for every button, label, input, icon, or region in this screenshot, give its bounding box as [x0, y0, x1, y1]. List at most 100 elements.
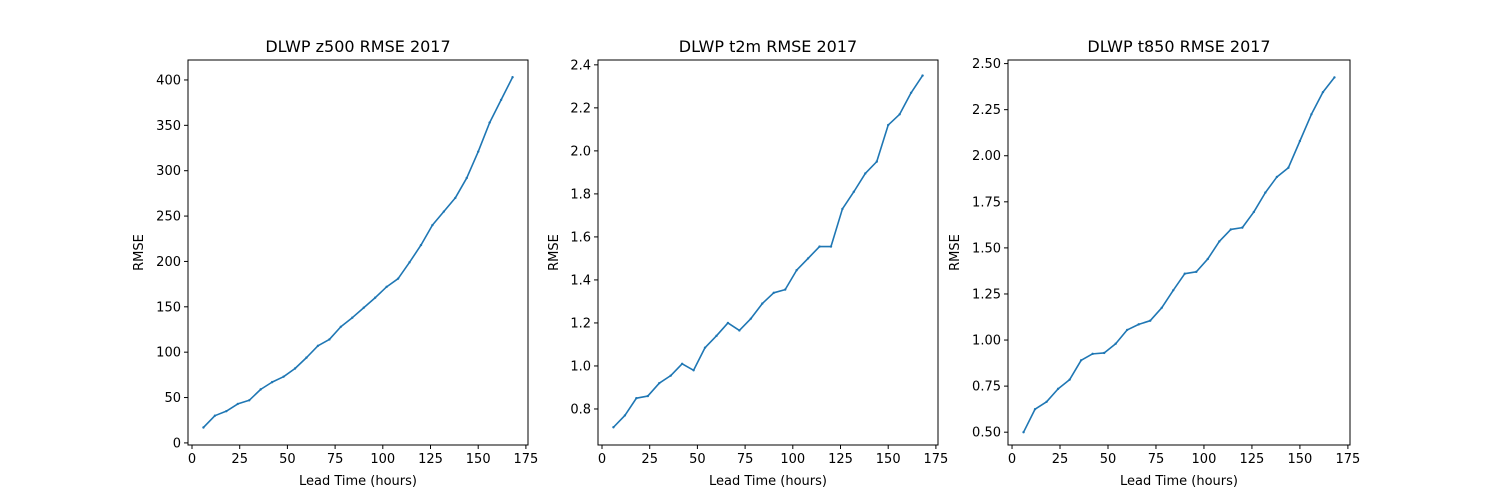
- data-point: [431, 223, 434, 227]
- series-line: [202, 76, 514, 429]
- plot-frame: [597, 59, 939, 446]
- chart-title: DLWP t2m RMSE 2017: [679, 37, 857, 56]
- x-tick-label: 75: [327, 452, 344, 467]
- y-tick-label: 1.0: [570, 359, 591, 374]
- data-point: [1195, 270, 1198, 274]
- x-tick-label: 0: [1008, 452, 1016, 467]
- y-tick-label: 1.75: [972, 195, 1001, 210]
- data-point: [1160, 306, 1163, 309]
- series-line: [1022, 76, 1336, 434]
- data-point: [1022, 430, 1025, 434]
- data-point: [270, 380, 274, 384]
- data-point: [293, 367, 297, 370]
- y-axis-label: RMSE: [132, 234, 147, 271]
- y-tick-label: 1.00: [972, 334, 1001, 349]
- x-tick-label: 100: [780, 452, 805, 467]
- y-tick-label: 200: [156, 255, 181, 270]
- x-axis-label: Lead Time (hours): [1120, 474, 1238, 489]
- y-tick-label: 350: [156, 119, 181, 134]
- data-point: [362, 306, 365, 309]
- data-point: [715, 334, 718, 338]
- data-point: [499, 98, 503, 102]
- y-tick-label: 250: [156, 210, 181, 225]
- data-point: [419, 243, 423, 247]
- data-point: [1114, 342, 1117, 345]
- data-point: [465, 176, 468, 180]
- x-tick-label: 150: [466, 452, 491, 467]
- x-tick-label: 50: [279, 452, 296, 467]
- data-point: [454, 196, 457, 200]
- series-line: [612, 74, 924, 429]
- x-tick-label: 50: [689, 452, 706, 467]
- y-tick-label: 2.50: [972, 57, 1001, 72]
- data-point: [658, 381, 661, 385]
- plot-frame: [1007, 59, 1351, 446]
- chart-panel-z500: DLWP z500 RMSE 2017 Lead Time (hours) RM…: [132, 37, 538, 489]
- x-axis-label: Lead Time (hours): [709, 474, 827, 489]
- data-point: [1183, 272, 1186, 275]
- x-tick-label: 25: [641, 452, 658, 467]
- x-tick-label: 25: [231, 452, 248, 467]
- data-point: [612, 426, 615, 429]
- data-point: [909, 91, 913, 95]
- data-point: [488, 121, 491, 124]
- data-point: [1137, 323, 1140, 326]
- y-tick-label: 0.50: [972, 426, 1001, 441]
- data-point: [669, 374, 672, 377]
- data-point: [829, 245, 833, 248]
- data-point: [921, 74, 924, 77]
- data-point: [898, 113, 901, 116]
- x-tick-label: 100: [370, 452, 395, 467]
- data-point: [1079, 359, 1083, 362]
- data-point: [1172, 289, 1175, 292]
- y-tick-label: 2.0: [570, 144, 591, 159]
- y-tick-label: 0.8: [570, 402, 591, 417]
- data-point: [852, 190, 856, 193]
- y-tick-label: 100: [156, 346, 181, 361]
- y-tick-label: 0.75: [972, 380, 1001, 395]
- data-point: [408, 261, 411, 264]
- data-point: [1252, 210, 1256, 214]
- plot-frame: [187, 59, 529, 446]
- chart-title: DLWP t850 RMSE 2017: [1087, 37, 1270, 56]
- data-point: [875, 160, 878, 163]
- data-point: [1287, 166, 1290, 169]
- data-point: [623, 414, 627, 417]
- data-point: [1033, 407, 1037, 411]
- data-point: [351, 316, 354, 319]
- y-tick-label: 2.00: [972, 149, 1001, 164]
- y-tick-label: 50: [164, 391, 181, 406]
- chart-title: DLWP z500 RMSE 2017: [265, 37, 450, 56]
- data-point: [339, 325, 343, 328]
- data-point: [841, 207, 844, 211]
- data-point: [646, 394, 649, 398]
- data-point: [259, 388, 262, 391]
- data-point: [328, 338, 331, 341]
- data-point: [1149, 319, 1152, 322]
- data-point: [1321, 90, 1325, 94]
- x-tick-label: 125: [1240, 452, 1265, 467]
- x-tick-label: 150: [876, 452, 901, 467]
- data-point: [385, 285, 388, 289]
- data-point: [635, 397, 638, 400]
- x-axis-label: Lead Time (hours): [299, 474, 417, 489]
- data-point: [396, 277, 400, 280]
- y-tick-label: 2.4: [570, 58, 591, 73]
- data-point: [726, 321, 730, 325]
- x-tick-label: 0: [598, 452, 606, 467]
- data-point: [373, 296, 377, 299]
- data-point: [692, 369, 695, 372]
- data-point: [1218, 240, 1221, 243]
- x-tick-label: 175: [1335, 452, 1360, 467]
- y-tick-label: 1.4: [570, 273, 591, 288]
- data-point: [818, 245, 821, 248]
- y-tick-label: 1.2: [570, 316, 591, 331]
- data-point: [1206, 257, 1209, 261]
- y-tick-label: 1.25: [972, 287, 1001, 302]
- data-point: [703, 346, 707, 349]
- chart-panel-t850: DLWP t850 RMSE 2017 Lead Time (hours) RM…: [948, 37, 1360, 489]
- data-point: [477, 150, 480, 153]
- x-tick-label: 175: [923, 452, 948, 467]
- data-point: [1091, 352, 1094, 356]
- data-point: [1229, 228, 1233, 231]
